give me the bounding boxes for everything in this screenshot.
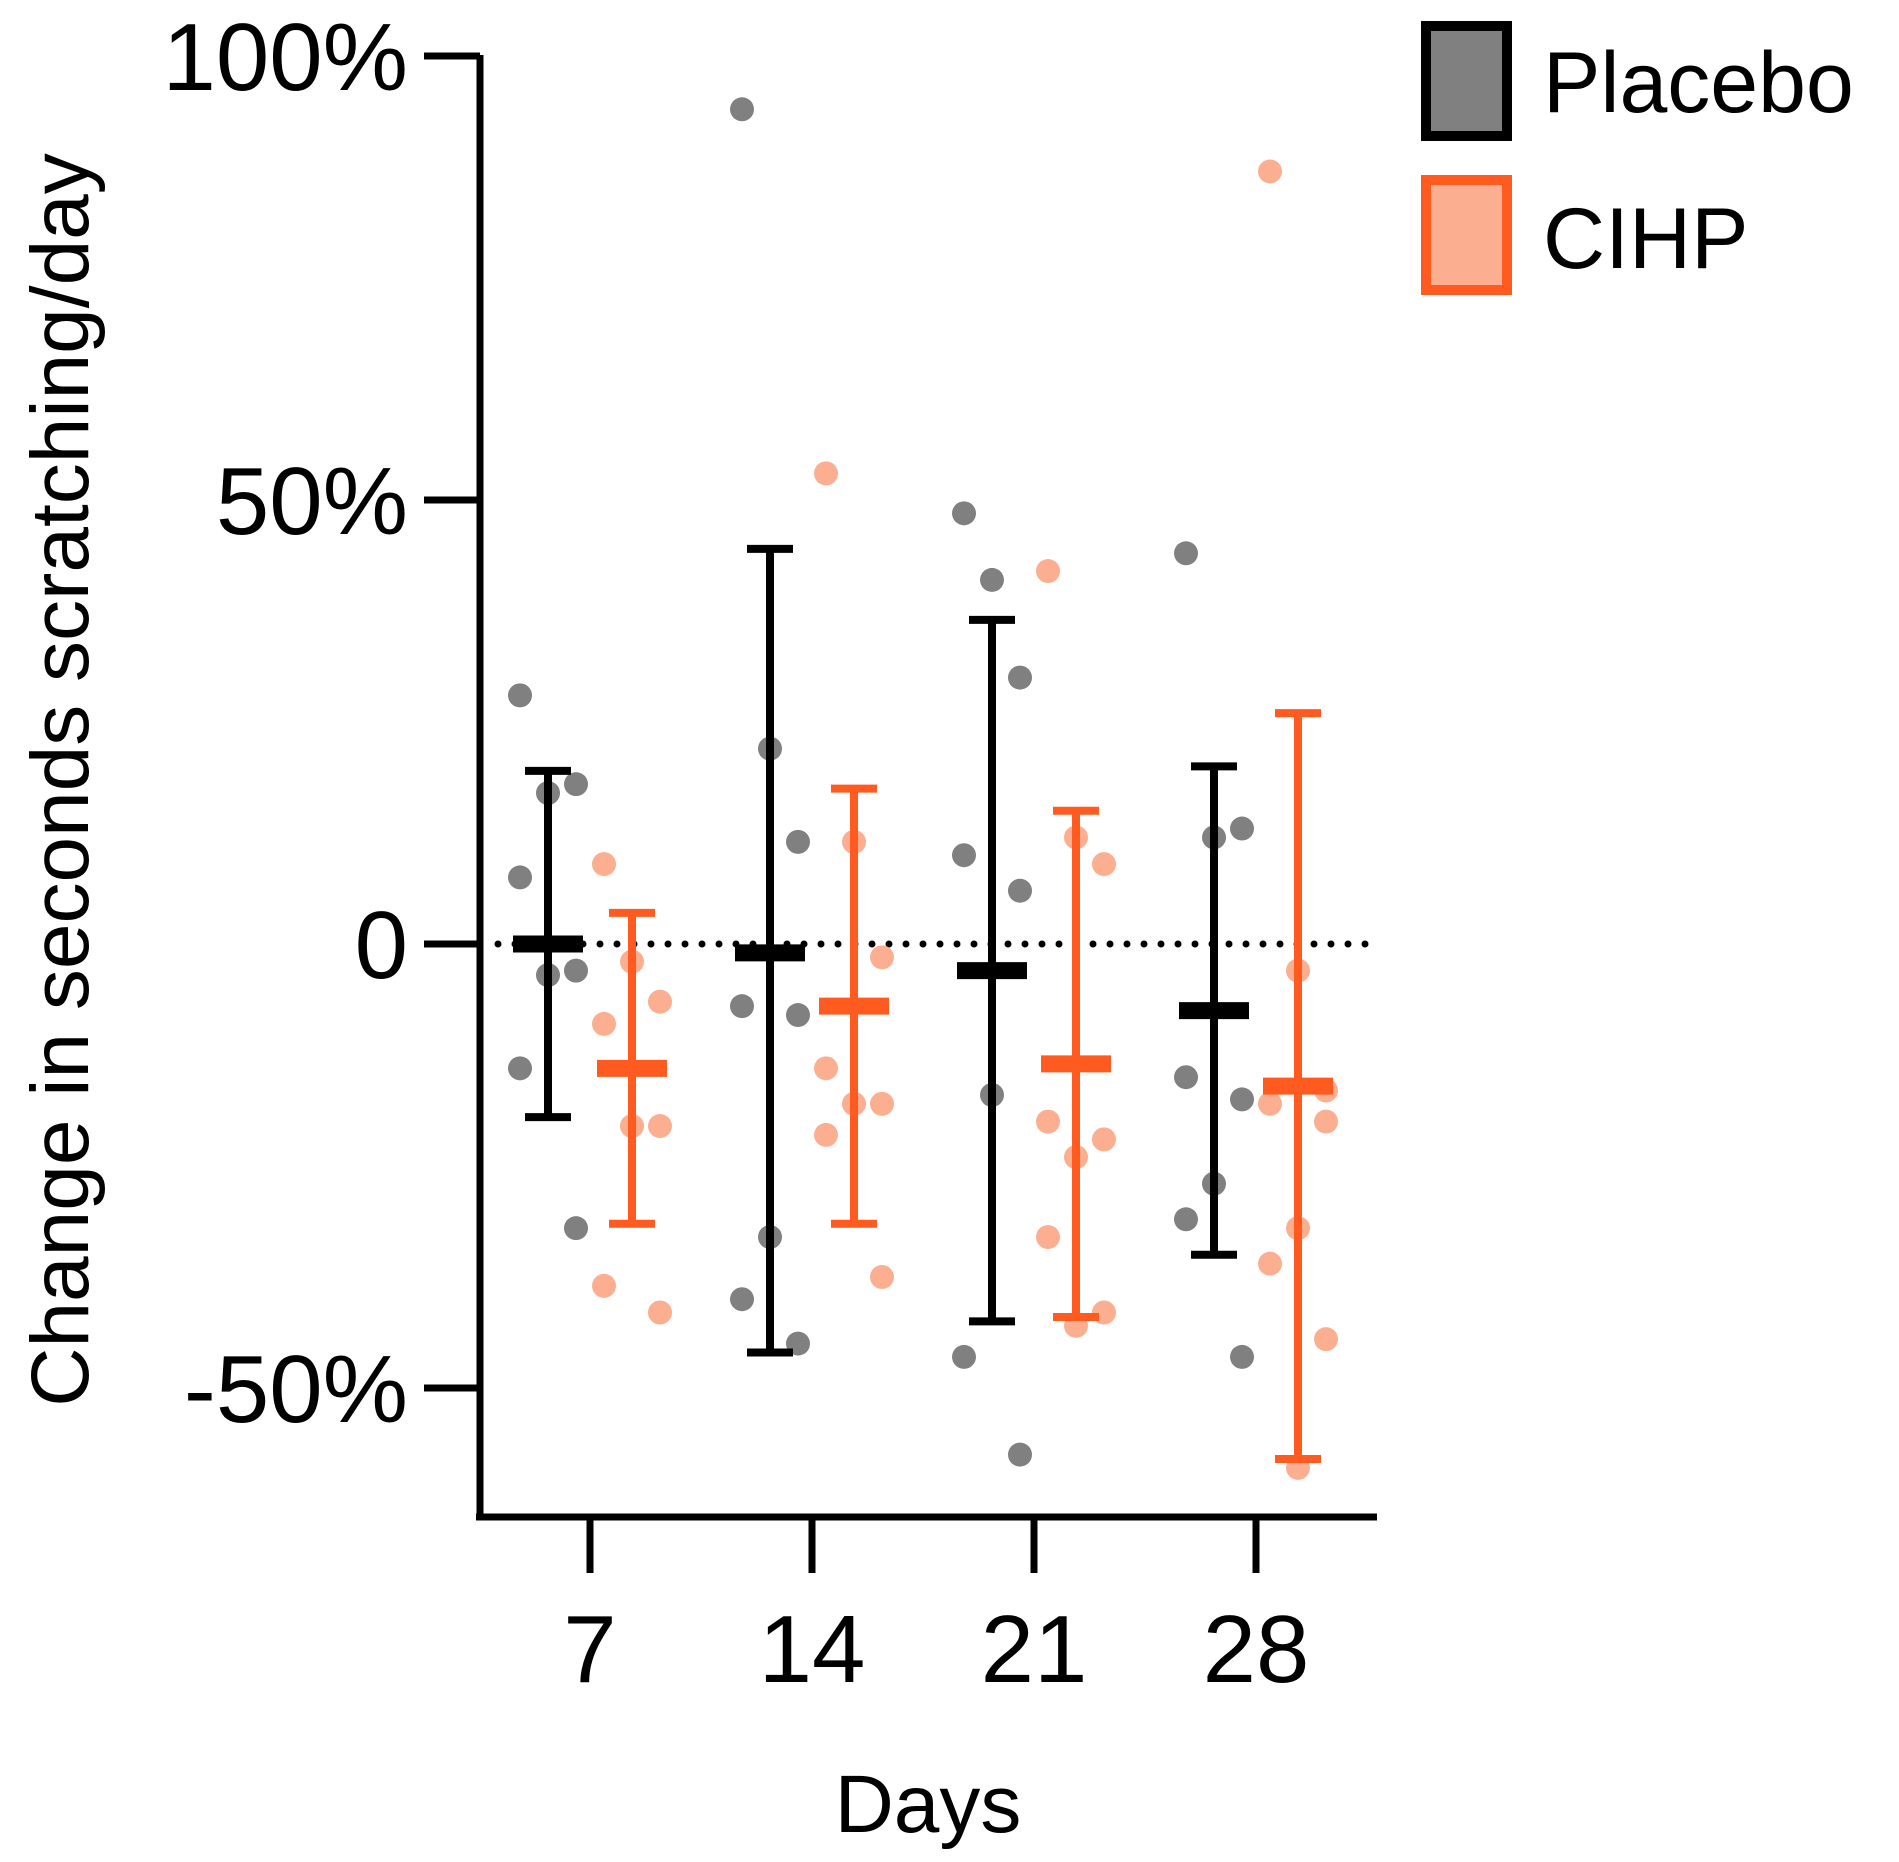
cihp-data-point bbox=[592, 852, 616, 877]
cihp-data-point bbox=[648, 989, 672, 1014]
y-ticks-layer: 100% 50% 0 -50% bbox=[162, 4, 480, 1443]
cihp-data-point bbox=[870, 1265, 894, 1289]
placebo-data-point bbox=[952, 843, 976, 868]
placebo-data-point bbox=[508, 683, 532, 708]
placebo-data-point bbox=[1174, 1207, 1198, 1232]
cihp-data-point bbox=[592, 1273, 616, 1298]
placebo-data-point bbox=[1230, 816, 1254, 841]
cihp-data-point bbox=[1092, 1127, 1116, 1152]
cihp-data-point bbox=[1314, 1327, 1338, 1352]
placebo-data-point bbox=[1008, 878, 1032, 903]
placebo-data-point bbox=[730, 97, 754, 122]
cihp-data-point bbox=[1036, 1225, 1060, 1250]
y-tick-label: -50% bbox=[184, 1336, 408, 1443]
cihp-data-point bbox=[648, 1300, 672, 1325]
placebo-data-point bbox=[952, 501, 976, 526]
y-axis-title: Change in seconds scratching/day bbox=[15, 153, 106, 1407]
placebo-data-point bbox=[564, 958, 588, 983]
cihp-data-point bbox=[648, 1114, 672, 1139]
placebo-data-point bbox=[508, 865, 532, 890]
cihp-data-point bbox=[1258, 1091, 1282, 1116]
error-bars-layer bbox=[513, 544, 1333, 1464]
x-tick-label: 7 bbox=[563, 1596, 616, 1703]
placebo-data-point bbox=[564, 772, 588, 797]
y-tick-label: 100% bbox=[162, 4, 408, 111]
data-points-layer bbox=[508, 97, 1338, 1480]
placebo-data-point bbox=[786, 829, 810, 854]
legend-swatch-placebo bbox=[1421, 21, 1512, 141]
placebo-data-point bbox=[952, 1344, 976, 1369]
x-tick-label: 21 bbox=[981, 1596, 1088, 1703]
legend-swatch-cihp bbox=[1421, 175, 1512, 295]
x-tick-label: 14 bbox=[759, 1596, 866, 1703]
placebo-data-point bbox=[1174, 541, 1198, 566]
y-tick-label: 50% bbox=[216, 448, 408, 555]
cihp-data-point bbox=[870, 945, 894, 970]
placebo-data-point bbox=[1230, 1087, 1254, 1112]
placebo-data-point bbox=[508, 1056, 532, 1081]
x-tick-label: 28 bbox=[1203, 1596, 1310, 1703]
x-axis-title: Days bbox=[835, 1759, 1022, 1850]
y-tick-label: 0 bbox=[355, 892, 408, 999]
placebo-data-point bbox=[1008, 1442, 1032, 1467]
cihp-data-point bbox=[814, 1122, 838, 1147]
placebo-data-point bbox=[564, 1216, 588, 1241]
legend-label-cihp: CIHP bbox=[1543, 191, 1748, 287]
placebo-data-point bbox=[1230, 1344, 1254, 1369]
cihp-data-point bbox=[814, 1056, 838, 1081]
placebo-data-point bbox=[786, 1003, 810, 1028]
cihp-data-point bbox=[1258, 1251, 1282, 1276]
legend-label-placebo: Placebo bbox=[1543, 35, 1854, 131]
cihp-data-point bbox=[1258, 159, 1282, 184]
cihp-data-point bbox=[870, 1091, 894, 1116]
cihp-data-point bbox=[814, 461, 838, 486]
placebo-data-point bbox=[1174, 1065, 1198, 1090]
x-ticks-layer: 7 14 21 28 bbox=[563, 1517, 1309, 1703]
axes-layer bbox=[476, 55, 1377, 1521]
placebo-data-point bbox=[730, 1287, 754, 1312]
cihp-data-point bbox=[1036, 1109, 1060, 1134]
cihp-data-point bbox=[592, 1011, 616, 1036]
legend: Placebo CIHP bbox=[1421, 21, 1854, 295]
placebo-data-point bbox=[1008, 665, 1032, 690]
cihp-data-point bbox=[1036, 559, 1060, 584]
cihp-data-point bbox=[1314, 1109, 1338, 1134]
cihp-data-point bbox=[1092, 852, 1116, 877]
placebo-data-point bbox=[980, 567, 1004, 592]
placebo-data-point bbox=[730, 994, 754, 1019]
